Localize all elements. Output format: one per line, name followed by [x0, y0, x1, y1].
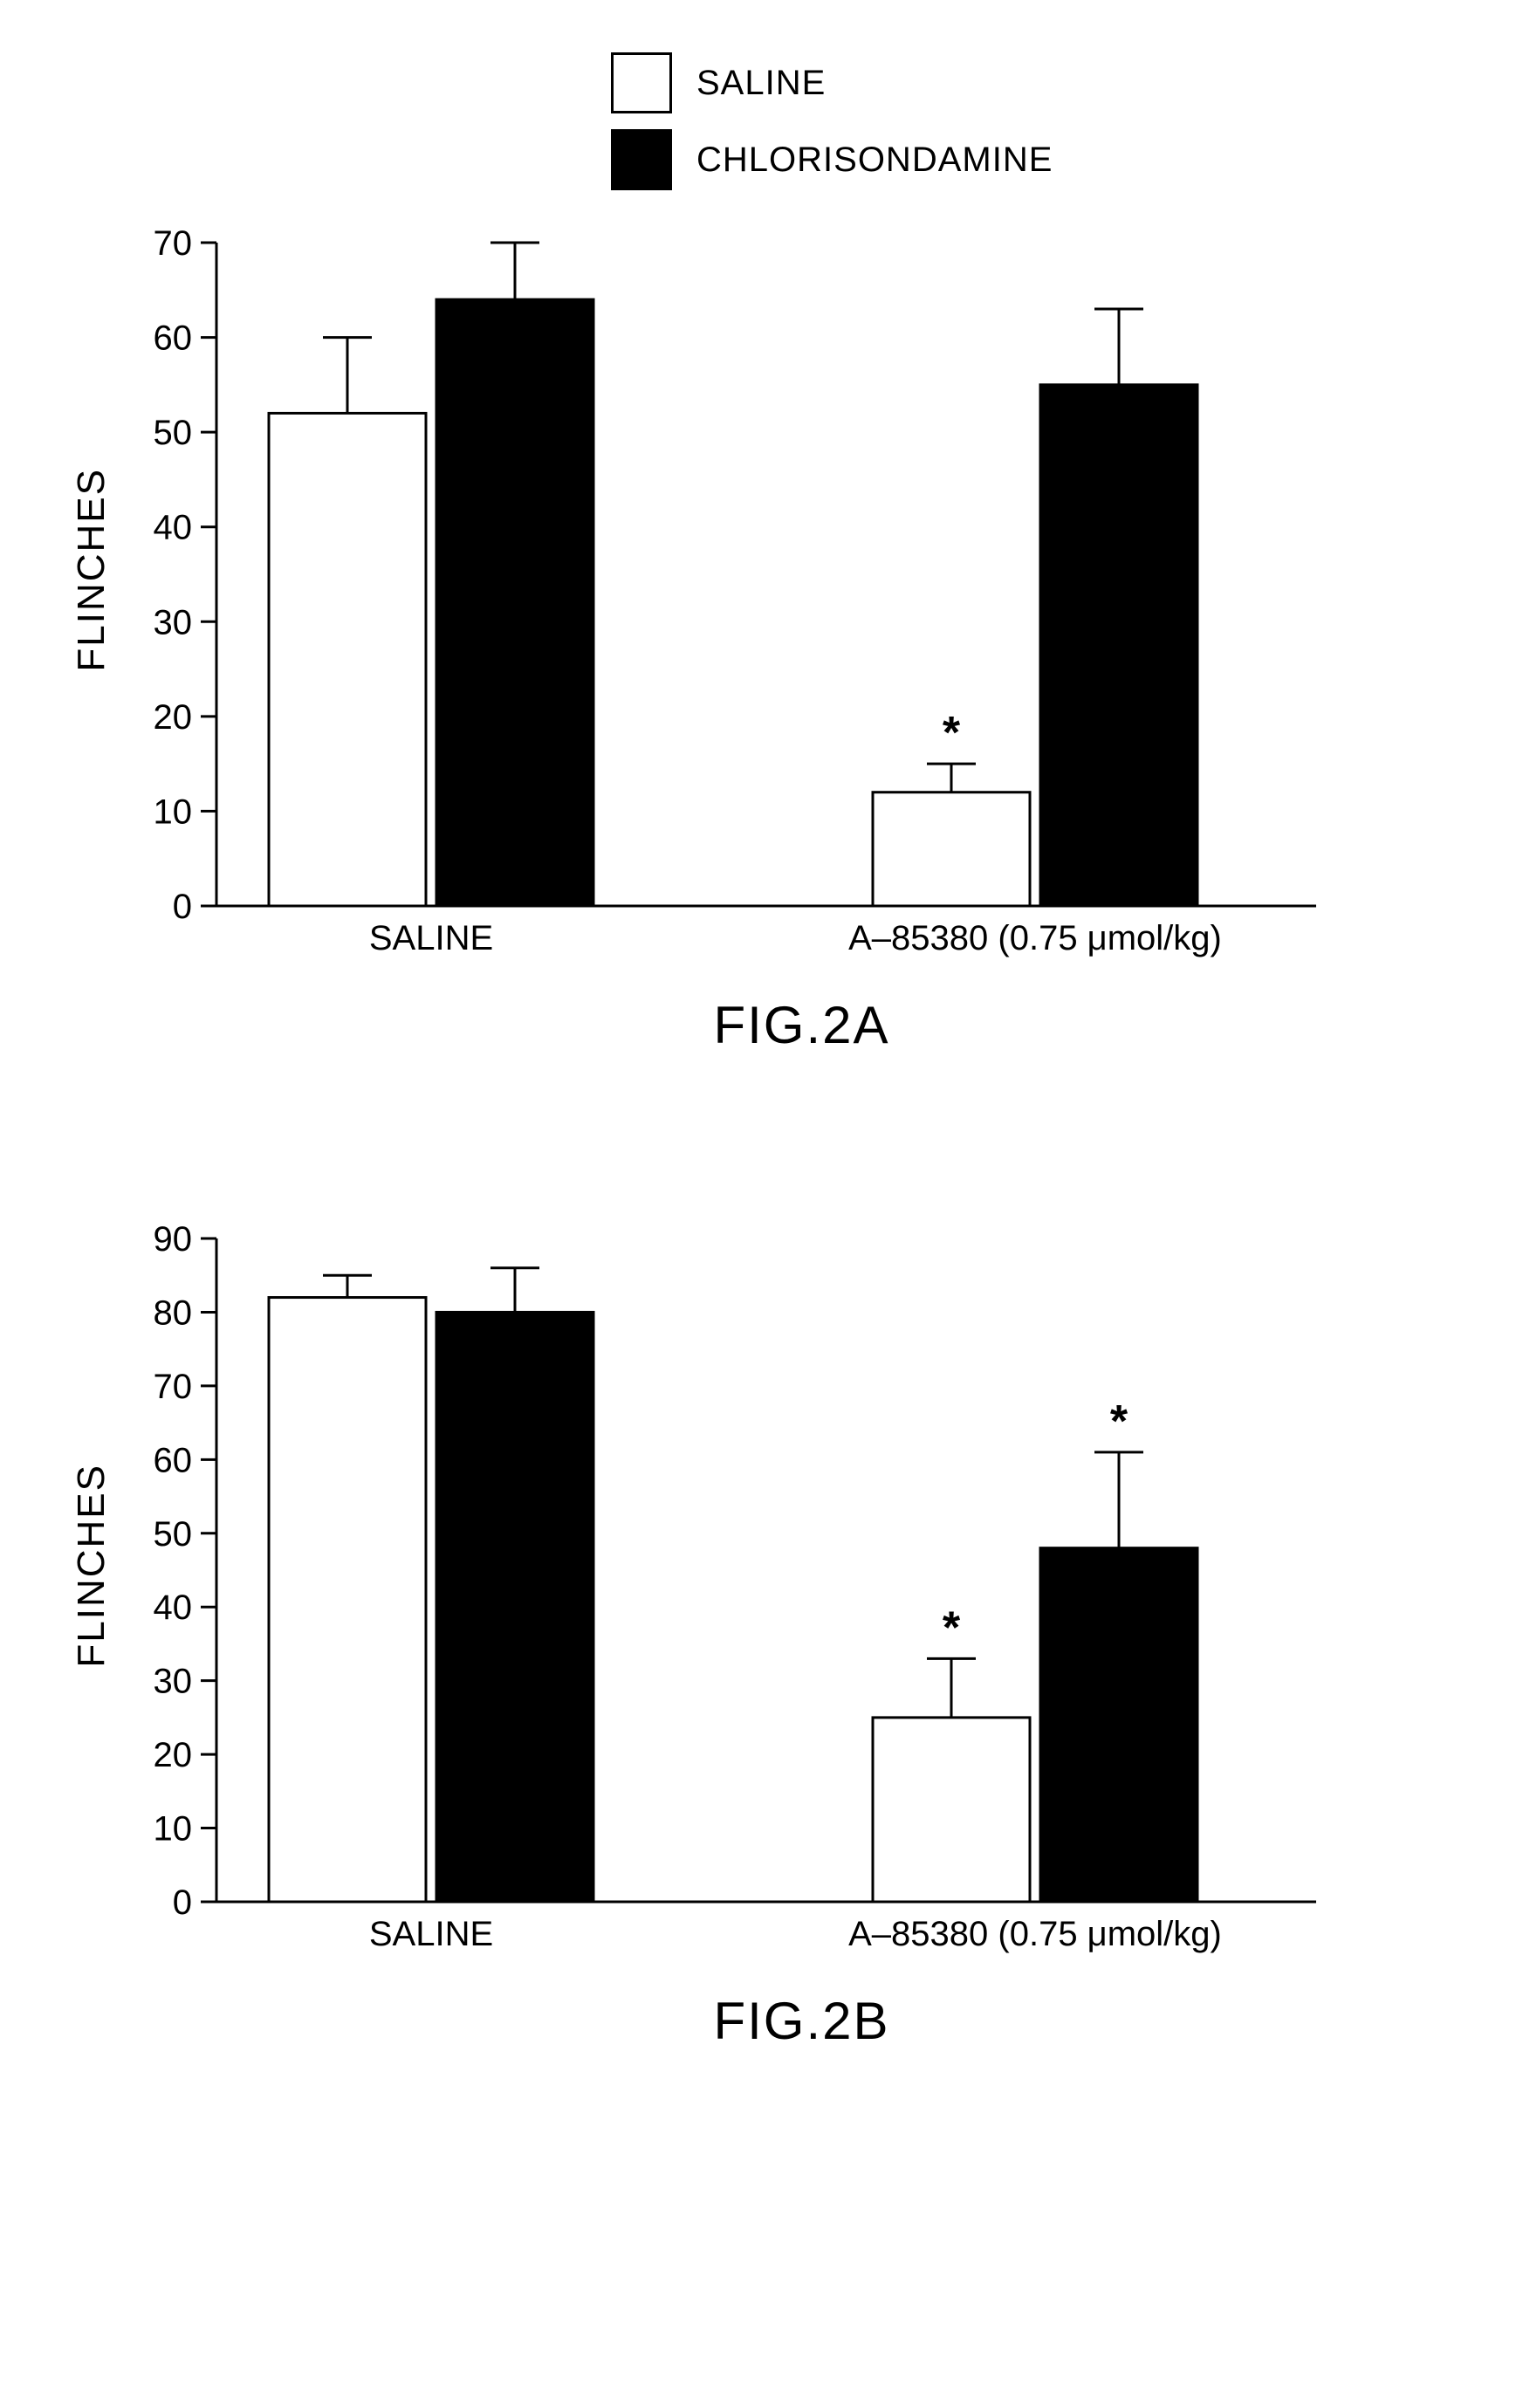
significance-marker: *	[943, 1602, 961, 1653]
x-tick-label: SALINE	[369, 1915, 493, 1953]
svg-text:40: 40	[154, 1588, 193, 1627]
x-tick-label: SALINE	[369, 919, 493, 957]
y-axis-label: FLINCHES	[70, 468, 113, 672]
figure-2b: FLINCHES 0 10 20 30 40 50 60 70 80 90 SALINE * * A–85…	[70, 1212, 1446, 2051]
figure-2a: FLINCHES 0 10 20 30 40 50 60 70 SALINE * A–85380 (…	[70, 216, 1446, 1055]
bar	[269, 1298, 426, 1902]
figure-caption: FIG.2B	[157, 1991, 1446, 2051]
significance-marker: *	[1110, 1396, 1128, 1447]
svg-text:70: 70	[154, 1368, 193, 1406]
svg-text:60: 60	[154, 319, 193, 358]
bar	[436, 299, 593, 906]
svg-text:10: 10	[154, 792, 193, 831]
bar-chart-a: 0 10 20 30 40 50 60 70 SALINE * A–85380 (0.75 μmol…	[120, 216, 1334, 976]
svg-text:80: 80	[154, 1293, 193, 1332]
x-tick-label: A–85380 (0.75 μmol/kg)	[848, 1915, 1222, 1953]
legend-item-chlorisondamine: CHLORISONDAMINE	[611, 129, 1446, 190]
y-axis-label: FLINCHES	[70, 1464, 113, 1668]
legend-swatch	[611, 52, 672, 113]
bar	[1040, 1548, 1197, 1902]
legend-item-saline: SALINE	[611, 52, 1446, 113]
bar	[269, 413, 426, 906]
svg-text:20: 20	[154, 698, 193, 737]
svg-text:70: 70	[154, 224, 193, 263]
bar	[1040, 385, 1197, 906]
x-tick-label: A–85380 (0.75 μmol/kg)	[848, 919, 1222, 957]
svg-text:50: 50	[154, 1515, 193, 1554]
svg-text:0: 0	[173, 888, 192, 926]
significance-marker: *	[943, 708, 961, 758]
bar	[436, 1312, 593, 1902]
svg-text:90: 90	[154, 1220, 193, 1259]
svg-text:30: 30	[154, 1663, 193, 1701]
svg-text:30: 30	[154, 603, 193, 641]
svg-text:0: 0	[173, 1883, 192, 1922]
legend-label: CHLORISONDAMINE	[696, 141, 1053, 180]
bar	[873, 1718, 1030, 1902]
svg-text:10: 10	[154, 1810, 193, 1849]
svg-text:40: 40	[154, 509, 193, 547]
svg-text:50: 50	[154, 414, 193, 452]
figure-caption: FIG.2A	[157, 995, 1446, 1055]
legend-label: SALINE	[696, 64, 826, 103]
svg-text:60: 60	[154, 1441, 193, 1479]
svg-text:20: 20	[154, 1736, 193, 1774]
bar-chart-b: 0 10 20 30 40 50 60 70 80 90 SALINE * * A–85380 (0.75…	[120, 1212, 1334, 1972]
bar	[873, 792, 1030, 906]
legend-swatch	[611, 129, 672, 190]
legend: SALINE CHLORISONDAMINE	[611, 52, 1446, 190]
